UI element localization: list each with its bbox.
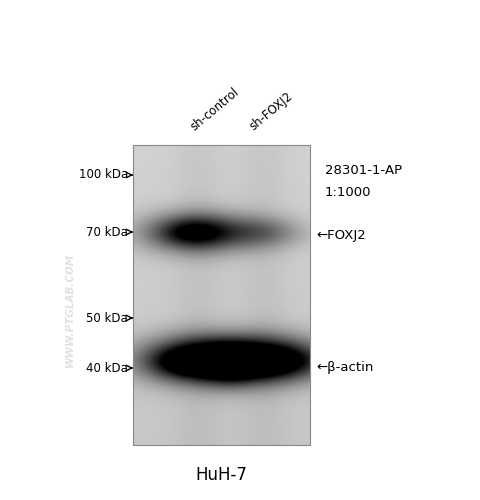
Text: sh-FOXJ2: sh-FOXJ2 (247, 90, 295, 133)
Bar (133, 145, 310, 445)
Text: ←FOXJ2: ←FOXJ2 (316, 228, 366, 241)
Text: 40 kDa: 40 kDa (86, 362, 128, 374)
Text: 70 kDa: 70 kDa (86, 226, 128, 238)
Text: 28301-1-AP: 28301-1-AP (325, 164, 402, 176)
Text: HuH-7: HuH-7 (195, 466, 247, 484)
Text: 1:1000: 1:1000 (325, 186, 372, 198)
Text: ←β-actin: ←β-actin (316, 362, 373, 374)
Text: sh-control: sh-control (188, 85, 241, 133)
Text: 100 kDa: 100 kDa (79, 168, 128, 181)
Text: 50 kDa: 50 kDa (86, 312, 128, 324)
Text: WWW.PTGLAB.COM: WWW.PTGLAB.COM (65, 253, 75, 367)
